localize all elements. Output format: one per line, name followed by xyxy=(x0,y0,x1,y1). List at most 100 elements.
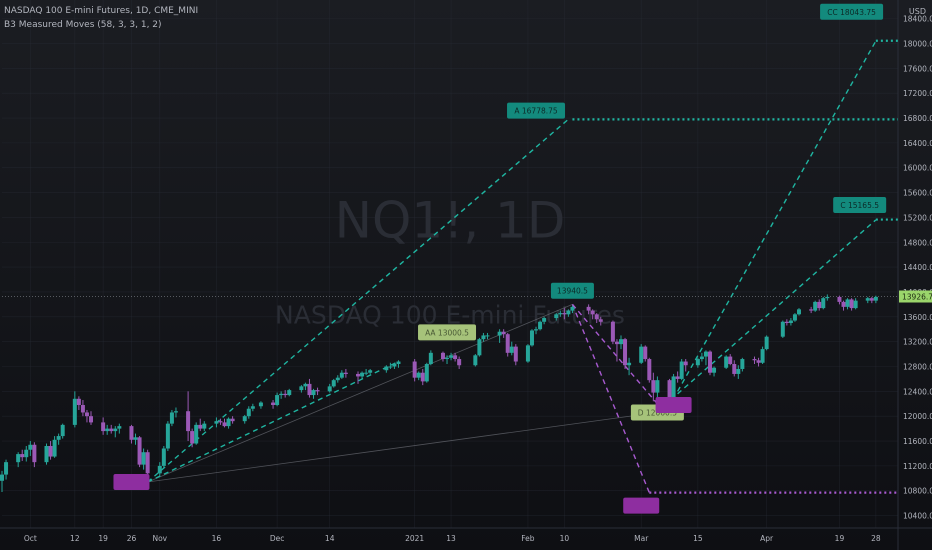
candle xyxy=(614,339,619,362)
candle xyxy=(250,403,255,412)
candle xyxy=(703,350,708,366)
candle xyxy=(534,326,539,335)
candle-body xyxy=(28,444,33,450)
y-tick-label: 16800.00 xyxy=(903,114,932,123)
candle-body xyxy=(736,368,741,374)
candle-body xyxy=(457,359,462,366)
trend-top-line xyxy=(147,304,573,483)
candle xyxy=(315,387,320,396)
candle-body xyxy=(246,408,251,417)
candle xyxy=(0,470,4,492)
candle-body xyxy=(724,356,729,368)
candle-body xyxy=(16,454,21,463)
candle-body xyxy=(214,421,219,424)
candle xyxy=(865,296,870,304)
candle xyxy=(440,351,445,362)
candle xyxy=(853,298,858,310)
candle-body xyxy=(570,306,575,311)
candle xyxy=(566,309,571,317)
candle-body xyxy=(643,346,648,360)
candle xyxy=(845,298,850,310)
candle-body xyxy=(477,339,482,356)
label-aa-text: AA 13000.5 xyxy=(425,328,469,337)
x-tick-label: 15 xyxy=(693,534,703,543)
label-low-oct-box xyxy=(113,474,150,491)
candle xyxy=(538,320,543,331)
candle-body xyxy=(817,301,822,309)
candle xyxy=(84,409,89,423)
candle-body xyxy=(84,412,89,417)
candle-body xyxy=(671,376,676,403)
candle-body xyxy=(198,424,203,429)
candle-body xyxy=(173,411,178,413)
candle-body xyxy=(109,428,114,432)
candle-body xyxy=(712,367,717,373)
candle-body xyxy=(360,372,365,377)
label-aa-box xyxy=(418,324,477,341)
candle xyxy=(509,341,514,356)
down-swing-line xyxy=(571,303,658,405)
candle xyxy=(707,350,712,376)
y-tick-label: 17600.00 xyxy=(903,64,932,73)
candle-body xyxy=(194,424,199,444)
candle xyxy=(586,304,591,315)
candle xyxy=(610,320,615,345)
candle-body xyxy=(440,352,445,360)
candle-body xyxy=(784,321,789,324)
candle-body xyxy=(169,412,174,424)
candle xyxy=(173,407,178,418)
candle xyxy=(562,308,567,320)
candle-body xyxy=(129,426,134,440)
candle xyxy=(449,352,454,361)
candle-body xyxy=(542,318,547,322)
candle-body xyxy=(271,402,276,406)
candle xyxy=(117,423,122,434)
candle xyxy=(303,382,308,391)
watermark-ticker: NQ1!, 1D xyxy=(335,191,566,249)
candle xyxy=(817,299,822,311)
candle-body xyxy=(218,421,223,423)
candle-body xyxy=(315,390,320,392)
candle-body xyxy=(32,444,37,463)
candle-body xyxy=(299,386,304,391)
candle xyxy=(695,357,700,368)
candle-body xyxy=(141,452,146,465)
candle xyxy=(242,414,247,424)
candle-body xyxy=(813,301,818,311)
candle-body xyxy=(226,418,231,427)
candle xyxy=(529,329,534,347)
candle-body xyxy=(788,320,793,324)
label-target-down-box xyxy=(623,497,660,514)
candle xyxy=(639,344,644,365)
x-tick-label: 16 xyxy=(212,534,222,543)
candle-body xyxy=(538,321,543,330)
candle xyxy=(424,362,429,383)
candle xyxy=(570,305,575,314)
candle-body xyxy=(242,416,247,422)
candle xyxy=(258,401,263,409)
candle-body xyxy=(683,361,688,366)
candle xyxy=(109,424,114,434)
candle-body xyxy=(24,449,29,458)
candle xyxy=(137,436,142,468)
candle-body xyxy=(728,356,733,365)
y-tick-label: 18400.00 xyxy=(903,15,932,24)
candle xyxy=(841,300,846,311)
candle-body xyxy=(618,339,623,345)
candle xyxy=(792,313,797,322)
candle xyxy=(80,400,85,417)
candle xyxy=(331,378,336,388)
candle-body xyxy=(796,309,801,315)
candle xyxy=(396,360,401,368)
candle xyxy=(598,316,603,326)
grid-lines xyxy=(2,0,898,528)
label-high: 13940.5 xyxy=(550,282,594,299)
y-tick-label: 16000.00 xyxy=(903,164,932,173)
candle xyxy=(392,362,397,369)
candle-body xyxy=(562,313,567,315)
label-target-down xyxy=(623,497,660,514)
candle xyxy=(52,436,57,458)
candle xyxy=(740,357,745,372)
candle xyxy=(724,355,729,369)
